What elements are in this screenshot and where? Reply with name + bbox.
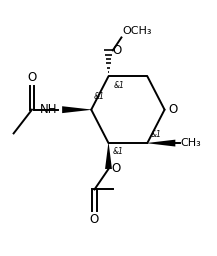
Polygon shape	[105, 143, 112, 169]
Text: &1: &1	[113, 147, 124, 156]
Text: &1: &1	[114, 81, 125, 90]
Text: &1: &1	[93, 92, 104, 101]
Text: O: O	[27, 71, 37, 84]
Text: O: O	[168, 103, 178, 116]
Text: &1: &1	[151, 130, 161, 139]
Text: O: O	[90, 213, 99, 226]
Text: O: O	[112, 44, 121, 57]
Polygon shape	[62, 106, 91, 113]
Text: CH₃: CH₃	[181, 138, 201, 148]
Text: NH: NH	[40, 103, 58, 116]
Polygon shape	[147, 140, 175, 146]
Text: O: O	[111, 163, 120, 175]
Text: OCH₃: OCH₃	[123, 26, 152, 36]
